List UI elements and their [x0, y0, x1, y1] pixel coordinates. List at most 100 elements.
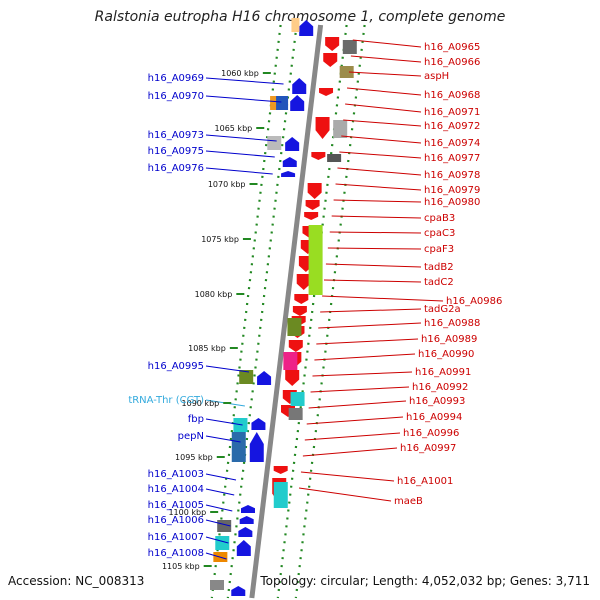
- leader-line: [304, 432, 401, 441]
- left-gene-label: pepN: [178, 431, 204, 442]
- accession-text: Accession: NC_008313: [8, 574, 145, 588]
- leader-line: [310, 386, 410, 393]
- right-gene-label: tadC2: [424, 277, 454, 288]
- leader-line: [298, 487, 392, 502]
- right-gene-label: tadB2: [424, 262, 454, 273]
- right-gene-label: h16_A0994: [406, 412, 462, 423]
- right-gene-label: cpaB3: [424, 213, 455, 224]
- kbp-label: 1060 kbp: [221, 69, 259, 78]
- genome-stats-text: Topology: circular; Length: 4,052,032 bp…: [260, 574, 590, 588]
- kbp-label: 1080 kbp: [195, 290, 233, 299]
- leader-line: [300, 471, 395, 482]
- right-gene-label: h16_A0980: [424, 197, 480, 208]
- left-gene-label: fbp: [188, 414, 204, 425]
- kbp-label: 1075 kbp: [201, 235, 239, 244]
- left-gene-label: h16_A0976: [148, 163, 204, 174]
- right-gene-label: h16_A0993: [409, 396, 465, 407]
- gene-box: [287, 318, 302, 336]
- left-leader-lines: [205, 77, 284, 560]
- left-gene-labels: h16_A0969 h16_A0970 h16_A0973 h16_A0975 h16_…: [128, 73, 204, 559]
- map-title: Ralstonia eutropha H16 chromosome 1, com…: [94, 9, 506, 25]
- kbp-label: 1085 kbp: [188, 344, 226, 353]
- right-gene-label: h16_A0966: [424, 57, 480, 68]
- leader-line: [205, 504, 233, 512]
- gene-box: [273, 482, 288, 508]
- leader-line: [205, 95, 282, 103]
- left-gene-label: h16_A0975: [148, 146, 204, 157]
- right-gene-label: h16_A0991: [415, 367, 471, 378]
- gene-features: [210, 18, 357, 596]
- leader-line: [331, 215, 422, 219]
- left-gene-label: h16_A0970: [148, 91, 204, 102]
- right-gene-label: h16_A0968: [424, 90, 480, 101]
- left-gene-label: h16_A0973: [148, 130, 204, 141]
- right-gene-label: tadG2a: [424, 304, 461, 315]
- reverse-gene-arrow: [288, 340, 303, 352]
- forward-gene-arrow: [251, 418, 266, 430]
- kbp-markers: 1060 kbp 1065 kbp 1070 kbp 1075 kbp 1080 kbp…: [162, 69, 271, 571]
- forward-gene-arrow: [231, 586, 246, 596]
- left-gene-label: h16_A1004: [148, 484, 204, 495]
- leader-line: [341, 135, 422, 144]
- leader-line: [318, 322, 422, 329]
- forward-gene-arrow: [299, 20, 314, 36]
- leader-line: [205, 77, 284, 85]
- leader-line: [306, 416, 404, 425]
- leader-line: [314, 353, 416, 361]
- right-gene-label: h16_A0974: [424, 138, 480, 149]
- leader-line: [205, 418, 243, 426]
- right-gene-label: h16_A0971: [424, 107, 480, 118]
- leader-line: [327, 247, 422, 250]
- leader-line: [205, 473, 237, 481]
- gene-box: [215, 536, 230, 550]
- leader-line: [343, 119, 422, 127]
- forward-gene-arrow: [285, 137, 300, 151]
- kbp-label: 1070 kbp: [208, 180, 246, 189]
- forward-gene-arrow: [238, 527, 253, 537]
- right-gene-label: h16_A0978: [424, 170, 480, 181]
- forward-gene-arrow: [292, 78, 307, 94]
- right-gene-label: h16_A0977: [424, 153, 480, 164]
- forward-gene-arrow: [282, 157, 297, 167]
- right-gene-label: h16_A0992: [412, 382, 468, 393]
- leader-line: [205, 167, 273, 175]
- leader-line: [329, 231, 422, 234]
- leader-line: [350, 55, 422, 63]
- right-gene-label: h16_A0989: [421, 334, 477, 345]
- right-gene-label: h16_A0996: [403, 428, 459, 439]
- left-gene-label: h16_A0969: [148, 73, 204, 84]
- leader-line: [323, 279, 422, 283]
- gene-box: [327, 154, 342, 162]
- gene-box: [339, 66, 354, 78]
- kbp-label: 1105 kbp: [162, 562, 200, 571]
- forward-gene-arrow: [236, 540, 251, 556]
- leader-line: [320, 308, 422, 313]
- chromosome-backbone: [249, 24, 324, 599]
- reverse-gene-arrow: [325, 37, 340, 51]
- gene-box: [333, 120, 348, 138]
- kbp-label: 1065 kbp: [215, 124, 253, 133]
- leader-line: [312, 371, 413, 377]
- reverse-gene-arrow: [323, 53, 338, 67]
- right-gene-label: h16_A0997: [400, 443, 456, 454]
- gene-box: [274, 96, 289, 110]
- dotted-guide-1: [226, 24, 298, 599]
- reverse-gene-arrow: [319, 88, 334, 96]
- right-gene-label: h16_A0979: [424, 185, 480, 196]
- right-gene-label: h16_A0986: [446, 296, 502, 307]
- gene-box: [308, 225, 323, 295]
- kbp-label: 1100 kbp: [168, 508, 206, 517]
- leader-line: [205, 488, 235, 496]
- left-gene-label: h16_A0995: [148, 361, 204, 372]
- leader-line: [316, 338, 419, 345]
- right-gene-label: aspH: [424, 71, 449, 82]
- gene-box: [239, 370, 254, 384]
- right-leader-lines: [298, 39, 444, 502]
- leader-line: [205, 134, 277, 142]
- reverse-gene-arrow: [294, 294, 309, 304]
- left-gene-label: h16_A1006: [148, 515, 204, 526]
- right-gene-label: h16_A1001: [397, 476, 453, 487]
- leader-line: [205, 552, 227, 560]
- left-gene-label: h16_A1005: [148, 500, 204, 511]
